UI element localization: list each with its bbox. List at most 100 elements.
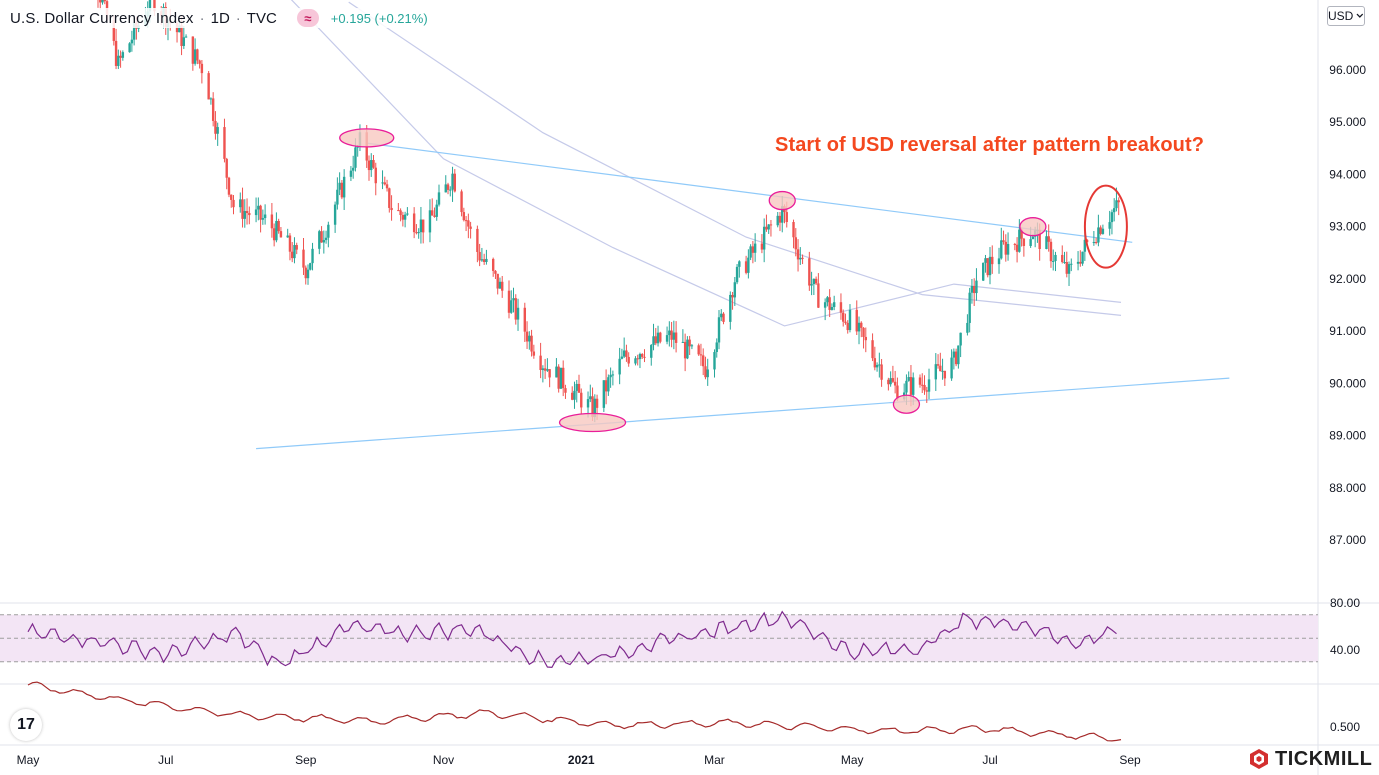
candle-body: [927, 379, 931, 392]
candle-body: [130, 39, 134, 44]
candle-body: [557, 366, 560, 389]
candle-body: [525, 331, 529, 342]
candle-body: [333, 204, 337, 225]
currency-selector[interactable]: USD: [1327, 6, 1365, 26]
candle-body: [636, 358, 639, 360]
candle-body: [453, 173, 456, 192]
candle-body: [367, 160, 371, 171]
candle-body: [322, 240, 326, 243]
candle-body: [611, 374, 615, 376]
candle-body: [591, 396, 594, 418]
candle-body: [943, 370, 947, 379]
price-tick-label: 90.000: [1329, 376, 1366, 390]
candle-body: [295, 245, 298, 250]
candle-body: [828, 297, 831, 310]
symbol-title[interactable]: U.S. Dollar Currency Index: [10, 9, 194, 27]
candle-body: [864, 336, 867, 341]
header-separator: ·: [235, 9, 241, 27]
candle-body: [248, 213, 251, 216]
candle-body: [462, 212, 466, 221]
candle-body: [887, 379, 890, 385]
candle-body: [776, 215, 779, 226]
candle-body: [1083, 239, 1087, 252]
candle-body: [889, 378, 892, 385]
candle-body: [180, 25, 183, 46]
candle-body: [686, 339, 689, 359]
candle-body: [1115, 200, 1118, 209]
candle-body: [132, 22, 136, 40]
upper-trendline: [366, 142, 1133, 243]
candle-body: [668, 330, 671, 336]
candle-body: [119, 55, 122, 58]
moving-average-layer: [290, 0, 1122, 327]
indicator-toggle-icon[interactable]: ≈: [296, 9, 319, 27]
candle-body: [428, 210, 432, 233]
interval-label[interactable]: 1D: [210, 9, 230, 27]
candle-body: [254, 209, 258, 216]
candle-body: [896, 385, 899, 400]
tradingview-logo-icon[interactable]: 17: [10, 709, 42, 741]
candle-body: [638, 354, 642, 360]
candle-body: [437, 192, 441, 205]
candle-body: [785, 212, 788, 223]
candle-body: [792, 222, 795, 238]
candle-body: [153, 0, 156, 12]
candle-body: [735, 266, 739, 283]
candle-body: [494, 270, 497, 274]
trendline-layer: [256, 142, 1230, 450]
moving-average-line: [348, 1, 1122, 316]
candle-body: [433, 215, 436, 217]
candle-body: [690, 345, 694, 347]
candle-body: [309, 263, 312, 270]
chart-annotation: Start of USD reversal after pattern brea…: [775, 134, 1205, 156]
time-axis[interactable]: May Jul Sep Nov 2021 Mar May Jul Sep: [17, 753, 1141, 767]
candle-body: [855, 309, 858, 332]
candle-body: [860, 322, 863, 328]
candle-body: [182, 37, 186, 46]
candle-body: [1047, 236, 1050, 242]
candle-body: [232, 199, 235, 208]
candle-body: [306, 269, 310, 279]
candle-body: [482, 259, 486, 263]
candle-body: [320, 231, 323, 243]
candle-body: [272, 228, 276, 241]
candle-body: [261, 218, 265, 220]
candle-body: [417, 232, 420, 234]
candle-body: [286, 235, 289, 238]
candle-body: [528, 335, 531, 342]
candle-body: [715, 342, 718, 353]
candle-body: [941, 370, 944, 372]
candle-body: [826, 297, 829, 303]
candle-body: [349, 170, 353, 177]
candle-body: [1031, 236, 1035, 240]
price-axis[interactable]: 96.000 95.000 94.000 93.000 92.000 91.000 90.0…: [1329, 63, 1366, 734]
candle-body: [178, 25, 181, 33]
candle-body: [982, 262, 985, 281]
tv-logo-label: 17: [17, 716, 35, 733]
candle-body: [291, 251, 294, 259]
candle-body: [950, 357, 953, 379]
candle-body: [1013, 244, 1017, 246]
candle-body: [507, 290, 511, 313]
candle-body: [844, 321, 847, 323]
candle-body: [211, 98, 215, 121]
candle-body: [196, 49, 199, 61]
candle-body: [354, 147, 357, 168]
candle-body: [399, 210, 402, 216]
candle-body: [1108, 222, 1111, 229]
lower-indicator-line: [27, 681, 1122, 742]
candle-body: [209, 98, 213, 100]
highlight-ellipse: [339, 128, 395, 148]
candle-body: [464, 220, 468, 222]
candle-body: [674, 332, 678, 343]
candle-body: [765, 226, 768, 230]
rsi-tick-label: 40.00: [1330, 643, 1360, 657]
candle-body: [959, 332, 962, 346]
candle-body: [1079, 261, 1082, 264]
currency-value: USD: [1328, 9, 1354, 23]
candle-body: [925, 390, 928, 392]
candle-body: [469, 226, 472, 229]
candle-body: [403, 214, 407, 220]
candle-body: [241, 199, 244, 219]
